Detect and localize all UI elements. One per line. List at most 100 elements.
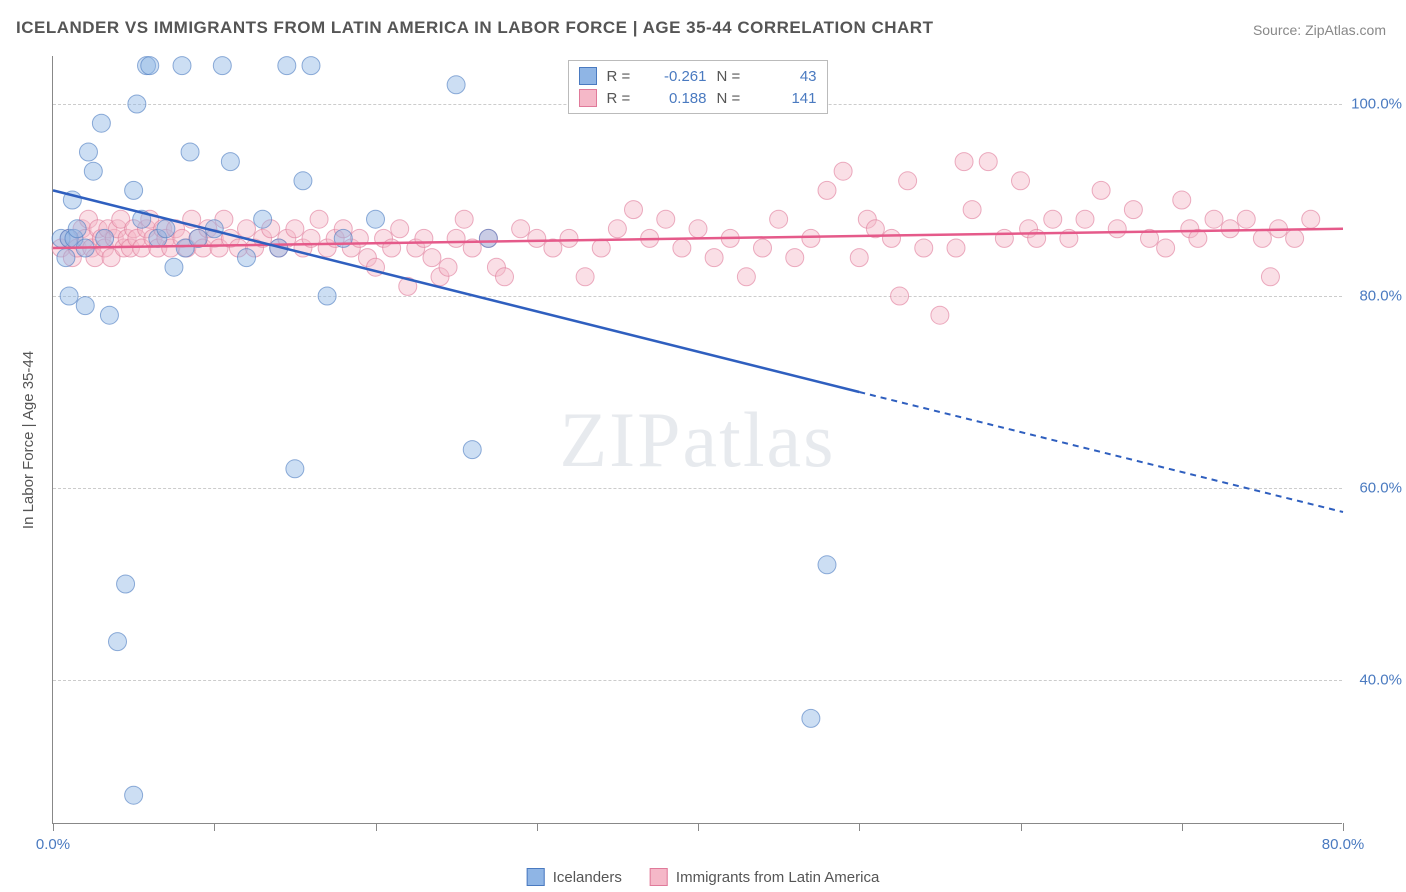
- data-point: [891, 287, 909, 305]
- data-point: [963, 201, 981, 219]
- data-point: [128, 95, 146, 113]
- plot-svg: [53, 56, 1342, 823]
- data-point: [1124, 201, 1142, 219]
- legend-item-blue: Icelanders: [527, 868, 622, 886]
- data-point: [1173, 191, 1191, 209]
- data-point: [834, 162, 852, 180]
- legend-row-pink: R = 0.188 N = 141: [579, 87, 817, 109]
- data-point: [625, 201, 643, 219]
- data-point: [1205, 210, 1223, 228]
- data-point: [754, 239, 772, 257]
- swatch-pink: [650, 868, 668, 886]
- data-point: [221, 153, 239, 171]
- y-tick-label: 40.0%: [1359, 672, 1402, 689]
- data-point: [117, 575, 135, 593]
- chart-container: ICELANDER VS IMMIGRANTS FROM LATIN AMERI…: [0, 0, 1406, 892]
- data-point: [391, 220, 409, 238]
- x-tick: [53, 823, 54, 831]
- legend-row-blue: R = -0.261 N = 43: [579, 65, 817, 87]
- data-point: [96, 229, 114, 247]
- stat-n-label: N =: [717, 68, 747, 85]
- data-point: [157, 220, 175, 238]
- data-point: [213, 57, 231, 75]
- data-point: [496, 268, 514, 286]
- legend-label-pink: Immigrants from Latin America: [676, 869, 879, 886]
- regression-extrapolation: [859, 392, 1343, 512]
- data-point: [415, 229, 433, 247]
- data-point: [689, 220, 707, 238]
- correlation-legend: R = -0.261 N = 43 R = 0.188 N = 141: [568, 60, 828, 114]
- data-point: [883, 229, 901, 247]
- stat-r-label: R =: [607, 68, 637, 85]
- data-point: [995, 229, 1013, 247]
- data-point: [294, 172, 312, 190]
- data-point: [76, 297, 94, 315]
- data-point: [802, 229, 820, 247]
- swatch-pink: [579, 89, 597, 107]
- x-tick: [214, 823, 215, 831]
- data-point: [447, 76, 465, 94]
- swatch-blue: [527, 868, 545, 886]
- data-point: [423, 249, 441, 267]
- data-point: [109, 633, 127, 651]
- data-point: [1302, 210, 1320, 228]
- data-point: [84, 162, 102, 180]
- plot-area: ZIPatlas R = -0.261 N = 43 R = 0.188 N =…: [52, 56, 1342, 824]
- data-point: [367, 210, 385, 228]
- data-point: [1221, 220, 1239, 238]
- data-point: [463, 441, 481, 459]
- data-point: [125, 786, 143, 804]
- data-point: [1286, 229, 1304, 247]
- x-tick: [859, 823, 860, 831]
- data-point: [931, 306, 949, 324]
- x-tick: [1182, 823, 1183, 831]
- data-point: [1108, 220, 1126, 238]
- data-point: [899, 172, 917, 190]
- data-point: [979, 153, 997, 171]
- source-attribution: Source: ZipAtlas.com: [1253, 22, 1386, 38]
- data-point: [560, 229, 578, 247]
- data-point: [673, 239, 691, 257]
- data-point: [770, 210, 788, 228]
- data-point: [705, 249, 723, 267]
- stat-n-label: N =: [717, 90, 747, 107]
- x-tick-label: 80.0%: [1322, 836, 1365, 853]
- data-point: [1012, 172, 1030, 190]
- data-point: [955, 153, 973, 171]
- data-point: [125, 181, 143, 199]
- stat-n-blue: 43: [757, 68, 817, 85]
- data-point: [1092, 181, 1110, 199]
- data-point: [318, 287, 336, 305]
- data-point: [286, 220, 304, 238]
- data-point: [576, 268, 594, 286]
- data-point: [915, 239, 933, 257]
- data-point: [1237, 210, 1255, 228]
- stat-r-blue: -0.261: [647, 68, 707, 85]
- data-point: [850, 249, 868, 267]
- data-point: [947, 239, 965, 257]
- data-point: [92, 114, 110, 132]
- data-point: [592, 239, 610, 257]
- data-point: [455, 210, 473, 228]
- swatch-blue: [579, 67, 597, 85]
- y-tick-label: 100.0%: [1351, 96, 1402, 113]
- data-point: [608, 220, 626, 238]
- data-point: [238, 249, 256, 267]
- data-point: [657, 210, 675, 228]
- data-point: [141, 57, 159, 75]
- data-point: [447, 229, 465, 247]
- data-point: [802, 709, 820, 727]
- data-point: [1044, 210, 1062, 228]
- data-point: [818, 181, 836, 199]
- data-point: [1253, 229, 1271, 247]
- data-point: [60, 287, 78, 305]
- data-point: [302, 57, 320, 75]
- y-tick-label: 80.0%: [1359, 288, 1402, 305]
- y-tick-label: 60.0%: [1359, 480, 1402, 497]
- stat-r-pink: 0.188: [647, 90, 707, 107]
- x-tick-label: 0.0%: [36, 836, 70, 853]
- data-point: [737, 268, 755, 286]
- data-point: [786, 249, 804, 267]
- series-legend: Icelanders Immigrants from Latin America: [527, 868, 880, 886]
- data-point: [479, 229, 497, 247]
